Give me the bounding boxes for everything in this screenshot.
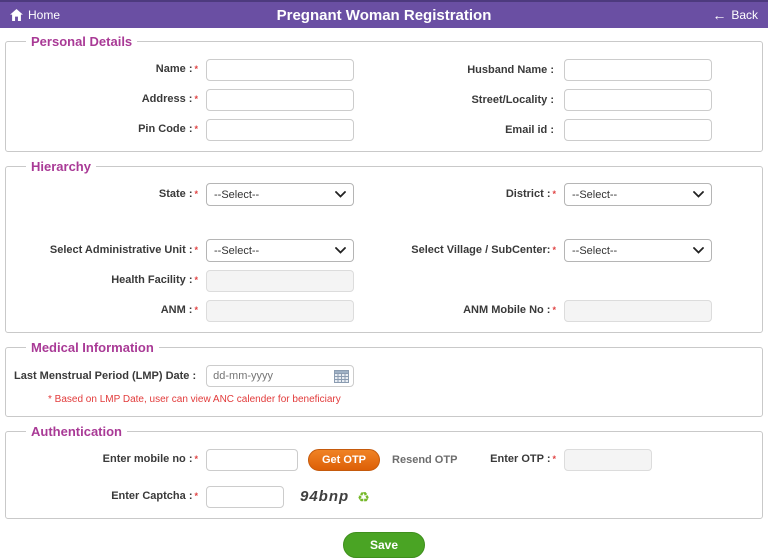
- anm-field: ANM : *: [14, 299, 384, 322]
- email-input[interactable]: [564, 118, 712, 141]
- chevron-down-icon: [335, 191, 346, 198]
- email-label: Email id :: [505, 123, 554, 136]
- chevron-down-icon: [693, 191, 704, 198]
- administrative-unit-select[interactable]: --Select--: [206, 239, 354, 262]
- address-field: Address : *: [14, 88, 384, 111]
- email-field: Email id :: [384, 118, 754, 141]
- form-row: Health Facility : *: [14, 269, 754, 292]
- form-row: Name : * Husband Name :: [14, 58, 754, 81]
- header-bar: Home Pregnant Woman Registration ← Back: [0, 0, 768, 28]
- captcha-field: Enter Captcha : * 94bnp ♻: [14, 485, 384, 508]
- section-authentication: Authentication Enter mobile no : * Get OT…: [5, 424, 763, 519]
- home-link[interactable]: Home: [10, 8, 60, 22]
- address-label: Address : *: [141, 93, 198, 106]
- state-field: State : * --Select--: [14, 183, 384, 206]
- section-personal-details: Personal Details Name : * Husband Name : …: [5, 34, 763, 152]
- village-subcenter-field: Select Village / SubCenter: * --Select--: [384, 239, 754, 262]
- resend-otp-link[interactable]: Resend OTP: [392, 453, 458, 466]
- administrative-unit-field: Select Administrative Unit : * --Select--: [14, 239, 384, 262]
- anm-input: [206, 299, 354, 322]
- section-hierarchy: Hierarchy State : * --Select-- District :…: [5, 159, 763, 333]
- anm-mobile-input: [564, 299, 712, 322]
- otp-label: Enter OTP : *: [490, 453, 556, 466]
- row-spacer: [14, 206, 754, 232]
- form-row: Enter Captcha : * 94bnp ♻: [14, 485, 754, 508]
- health-facility-field: Health Facility : *: [14, 269, 384, 292]
- form-row: Enter mobile no : * Get OTP Resend OTP En…: [14, 448, 754, 471]
- chevron-down-icon: [335, 247, 346, 254]
- mobile-label: Enter mobile no : *: [102, 453, 198, 466]
- authentication-title: Authentication: [31, 424, 122, 439]
- captcha-image: 94bnp: [300, 488, 350, 505]
- empty-cell: [384, 485, 754, 508]
- lmp-date-label: Last Menstrual Period (LMP) Date :: [14, 369, 197, 382]
- form-row: Pin Code : * Email id :: [14, 118, 754, 141]
- anm-label: ANM : *: [160, 304, 198, 317]
- captcha-label: Enter Captcha : *: [111, 490, 198, 503]
- section-medical-information: Medical Information Last Menstrual Perio…: [5, 340, 763, 417]
- captcha-refresh-icon[interactable]: ♻: [357, 488, 370, 505]
- empty-cell: [384, 364, 754, 387]
- address-input[interactable]: [206, 88, 354, 111]
- home-icon: [10, 9, 23, 21]
- get-otp-button[interactable]: Get OTP: [308, 448, 381, 471]
- district-field: District : * --Select--: [384, 183, 754, 206]
- anm-mobile-field: ANM Mobile No : *: [384, 299, 754, 322]
- form-row: Last Menstrual Period (LMP) Date :: [14, 364, 754, 387]
- personal-details-title: Personal Details: [31, 34, 133, 49]
- form-row: Address : * Street/Locality :: [14, 88, 754, 111]
- back-arrow-icon: ←: [712, 7, 727, 23]
- name-input[interactable]: [206, 58, 354, 81]
- medical-information-title: Medical Information: [31, 340, 154, 355]
- husband-name-input[interactable]: [564, 58, 712, 81]
- state-label: State : *: [158, 188, 198, 201]
- street-locality-label: Street/Locality :: [471, 93, 554, 106]
- husband-name-field: Husband Name :: [384, 58, 754, 81]
- save-area: Save: [0, 532, 768, 558]
- name-field: Name : *: [14, 58, 384, 81]
- mobile-field: Enter mobile no : * Get OTP Resend OTP: [14, 448, 457, 471]
- health-facility-input: [206, 269, 354, 292]
- save-button[interactable]: Save: [342, 532, 426, 558]
- street-locality-input[interactable]: [564, 88, 712, 111]
- name-label: Name : *: [155, 63, 198, 76]
- street-locality-field: Street/Locality :: [384, 88, 754, 111]
- administrative-unit-label: Select Administrative Unit : *: [49, 244, 198, 257]
- chevron-down-icon: [693, 247, 704, 254]
- calendar-icon[interactable]: [334, 369, 350, 383]
- lmp-date-wrap: [206, 364, 355, 387]
- back-label: Back: [731, 8, 758, 22]
- captcha-input[interactable]: [206, 485, 284, 508]
- back-link[interactable]: ← Back: [712, 8, 758, 22]
- lmp-note: * Based on LMP Date, user can view ANC c…: [48, 394, 341, 405]
- otp-input: [564, 448, 652, 471]
- pin-code-input[interactable]: [206, 118, 354, 141]
- mobile-input[interactable]: [206, 448, 298, 471]
- home-label: Home: [28, 8, 61, 22]
- lmp-date-input[interactable]: [206, 364, 355, 387]
- health-facility-label: Health Facility : *: [111, 274, 198, 287]
- village-subcenter-label: Select Village / SubCenter: *: [411, 244, 556, 257]
- lmp-date-field: Last Menstrual Period (LMP) Date :: [14, 364, 384, 387]
- page-title: Pregnant Woman Registration: [276, 6, 492, 24]
- district-label: District : *: [505, 188, 556, 201]
- husband-name-label: Husband Name :: [467, 63, 554, 76]
- pin-code-field: Pin Code : *: [14, 118, 384, 141]
- form-row: Select Administrative Unit : * --Select--…: [14, 239, 754, 262]
- empty-cell: [384, 269, 754, 292]
- hierarchy-title: Hierarchy: [31, 159, 91, 174]
- state-select[interactable]: --Select--: [206, 183, 354, 206]
- otp-field: Enter OTP : *: [384, 448, 754, 471]
- pin-code-label: Pin Code : *: [138, 123, 198, 136]
- form-row: State : * --Select-- District : * --Select…: [14, 183, 754, 206]
- village-subcenter-select[interactable]: --Select--: [564, 239, 712, 262]
- district-select[interactable]: --Select--: [564, 183, 712, 206]
- form-row: ANM : * ANM Mobile No : *: [14, 299, 754, 322]
- anm-mobile-label: ANM Mobile No : *: [463, 304, 556, 317]
